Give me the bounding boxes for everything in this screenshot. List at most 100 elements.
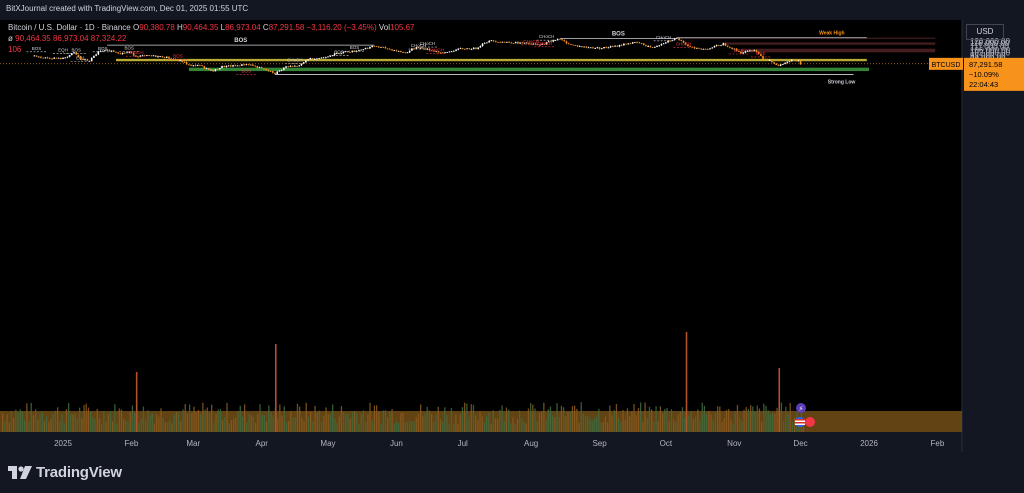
volume-bar bbox=[701, 402, 703, 432]
candle-body bbox=[609, 46, 612, 48]
volume-bar bbox=[670, 409, 673, 432]
candle-body bbox=[327, 56, 329, 58]
candle-body bbox=[157, 56, 159, 58]
candle-body bbox=[673, 38, 676, 41]
mark-label: CHoCH bbox=[537, 41, 553, 46]
candle-body bbox=[552, 40, 555, 42]
candle-body bbox=[755, 50, 758, 52]
candle-body bbox=[143, 55, 146, 57]
volume-bar bbox=[35, 409, 37, 432]
volume-bar bbox=[57, 407, 59, 432]
volume-bar bbox=[354, 411, 356, 432]
volume-bar bbox=[444, 407, 446, 432]
volume-bar bbox=[618, 418, 620, 432]
volume-bar bbox=[772, 413, 774, 432]
candle-body bbox=[490, 40, 493, 42]
volume-bar bbox=[677, 414, 679, 432]
volume-bar bbox=[684, 417, 686, 432]
volume-bar bbox=[208, 412, 211, 432]
volume-bar bbox=[26, 403, 28, 432]
candle-body bbox=[616, 45, 619, 47]
candle-body bbox=[371, 45, 373, 48]
volume-bar bbox=[556, 403, 558, 432]
candle-body bbox=[636, 42, 638, 43]
time-axis-label: Dec bbox=[793, 439, 807, 448]
candle-body bbox=[596, 47, 599, 49]
candle-body bbox=[548, 41, 550, 43]
volume-spike bbox=[778, 368, 781, 432]
volume-bar bbox=[692, 418, 695, 432]
volume-bar bbox=[681, 407, 684, 432]
tradingview-logo[interactable]: TradingView bbox=[8, 464, 122, 481]
volume-bar bbox=[767, 410, 769, 432]
candle-body bbox=[638, 42, 641, 44]
volume-bar bbox=[358, 423, 360, 432]
volume-bar bbox=[233, 418, 235, 432]
volume-bar bbox=[277, 418, 279, 432]
mark-label: BOS bbox=[734, 48, 744, 53]
mark-label: BOS bbox=[124, 46, 134, 51]
candle-body bbox=[40, 56, 42, 58]
candle-body bbox=[594, 48, 596, 49]
volume-bar bbox=[285, 422, 288, 432]
volume-bar bbox=[281, 415, 283, 432]
candle-body bbox=[695, 47, 698, 49]
volume-spike bbox=[274, 344, 277, 432]
volume-bar bbox=[409, 420, 411, 432]
time-axis-label: Nov bbox=[727, 439, 741, 448]
candle-body bbox=[68, 54, 71, 57]
candle-body bbox=[503, 41, 506, 43]
candle-body bbox=[709, 48, 711, 50]
candle-body bbox=[227, 65, 230, 67]
price-axis-label: 106,000.00 bbox=[970, 46, 1011, 55]
candle-body bbox=[530, 43, 532, 45]
volume-bar bbox=[747, 408, 750, 432]
volume-bar bbox=[52, 413, 54, 432]
candle-body bbox=[647, 46, 649, 47]
volume-bar bbox=[510, 423, 512, 432]
volume-bar bbox=[169, 419, 171, 432]
volume-bar bbox=[714, 412, 717, 432]
volume-bar bbox=[160, 408, 162, 432]
volume-bar bbox=[417, 413, 420, 432]
candle-body bbox=[576, 45, 579, 47]
volume-bar bbox=[519, 410, 521, 432]
symbol-name[interactable]: Bitcoin / U.S. Dollar · 1D · Binance bbox=[8, 23, 131, 32]
candle-body bbox=[592, 47, 594, 49]
candle-body bbox=[115, 51, 117, 53]
candle-body bbox=[35, 55, 38, 57]
candle-body bbox=[218, 68, 221, 70]
candle-body bbox=[194, 65, 197, 67]
us-flag-stripe bbox=[795, 419, 805, 421]
candle-body bbox=[99, 50, 102, 52]
volume-bar bbox=[257, 413, 259, 432]
candle-body bbox=[793, 59, 795, 61]
candle-body bbox=[159, 56, 161, 58]
currency-selector[interactable]: USD bbox=[966, 24, 1004, 40]
price-chart[interactable]: 120,000.00116,000.00111,000.00106,000.00… bbox=[0, 20, 1024, 452]
volume-bar bbox=[24, 420, 26, 432]
candle-body bbox=[404, 52, 407, 54]
price-axis-label: 120,000.00 bbox=[970, 37, 1011, 46]
volume-bar bbox=[147, 410, 149, 432]
candle-body bbox=[278, 70, 281, 72]
candle-body bbox=[545, 42, 548, 45]
candle-body bbox=[748, 50, 751, 52]
volume-bar bbox=[730, 419, 732, 432]
volume-bar bbox=[312, 421, 314, 432]
candle-body bbox=[790, 59, 793, 62]
volume-bar bbox=[63, 422, 65, 432]
candle-body bbox=[470, 49, 473, 50]
volume-bar bbox=[129, 412, 131, 432]
candle-body bbox=[481, 43, 484, 47]
candle-body bbox=[110, 50, 113, 52]
time-axis-label: Mar bbox=[186, 439, 200, 448]
volume-bar bbox=[250, 415, 252, 432]
volume-bar bbox=[565, 416, 567, 432]
candle-body bbox=[188, 64, 190, 66]
volume-bar bbox=[356, 413, 358, 432]
mark-label: CHoCH bbox=[676, 41, 692, 46]
candle-body bbox=[729, 46, 731, 48]
volume-bar bbox=[699, 419, 701, 432]
volume-bar bbox=[499, 410, 501, 432]
